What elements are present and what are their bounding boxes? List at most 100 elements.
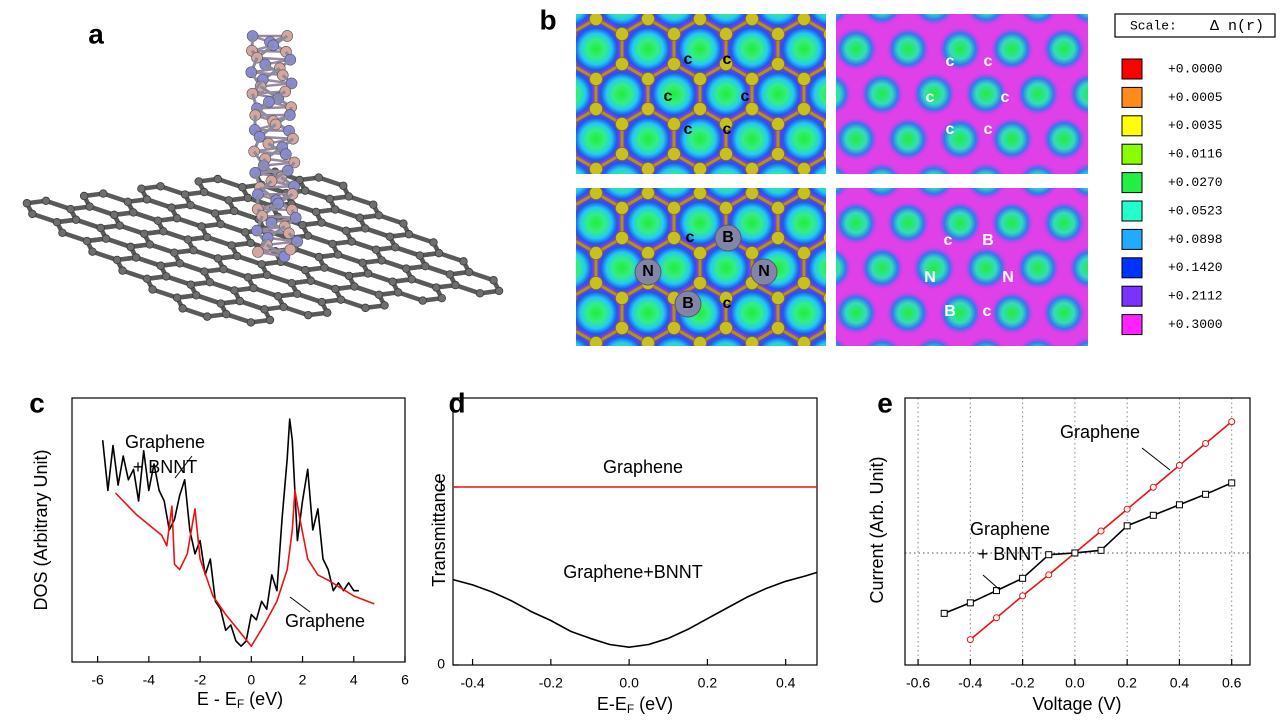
atom — [538, 253, 551, 266]
bond — [406, 231, 436, 245]
density-map — [518, 14, 826, 266]
bond — [147, 242, 177, 255]
scale-swatch — [1121, 314, 1143, 336]
bond — [518, 193, 544, 208]
density-blob — [721, 282, 783, 344]
atom — [719, 27, 733, 41]
atom — [156, 182, 165, 191]
series-line — [452, 571, 818, 648]
atom — [615, 321, 629, 335]
atom — [615, 147, 629, 161]
bond — [365, 271, 395, 284]
bond — [622, 373, 648, 388]
density-blob — [1042, 117, 1086, 161]
atom — [576, 30, 577, 38]
atom — [563, 238, 576, 251]
bond — [752, 373, 778, 388]
atom — [771, 321, 785, 335]
bond — [856, 373, 882, 388]
atom — [798, 427, 811, 440]
bond — [346, 194, 376, 207]
atom — [437, 293, 447, 303]
atom — [538, 187, 551, 200]
series-label: Graphene — [125, 432, 205, 452]
bond — [648, 418, 674, 433]
atom — [576, 120, 577, 128]
atom — [797, 188, 811, 200]
atom — [576, 294, 577, 302]
atom-label: c — [741, 88, 750, 105]
atom — [693, 246, 707, 260]
density-blob — [1018, 162, 1058, 174]
atom — [538, 163, 551, 176]
density-blob — [669, 372, 731, 434]
bond — [596, 373, 622, 388]
atom — [589, 336, 603, 346]
atom — [538, 103, 551, 116]
atom — [576, 150, 577, 158]
bond — [305, 233, 335, 247]
density-blob — [721, 108, 783, 170]
atom — [279, 302, 288, 312]
atom — [576, 204, 577, 212]
density-blob — [836, 246, 852, 290]
bond — [596, 373, 622, 388]
density-blob — [1070, 162, 1088, 174]
atom-label: c — [946, 121, 955, 138]
bond — [518, 199, 544, 214]
bond — [544, 238, 570, 253]
density-blob — [912, 72, 956, 116]
atom — [720, 382, 733, 395]
density-blob — [886, 117, 930, 161]
atom — [771, 412, 784, 425]
atom — [771, 231, 785, 245]
atom — [745, 188, 759, 200]
atom-label: c — [684, 51, 693, 68]
atom-label: c — [944, 232, 953, 249]
bond — [726, 373, 752, 388]
x-axis-label: E-EF (eV) — [597, 694, 673, 716]
series-label: Graphene+BNNT — [563, 562, 703, 582]
atom — [512, 382, 525, 395]
density-blob — [782, 381, 826, 425]
atom — [615, 117, 629, 131]
scale-label: +0.0035 — [1168, 118, 1223, 133]
bond — [518, 418, 544, 433]
atom — [314, 252, 324, 262]
atom — [538, 277, 551, 290]
atom — [148, 285, 157, 294]
density-blob — [644, 153, 704, 174]
label-leader — [289, 596, 311, 613]
x-axis-label-part: F — [627, 702, 634, 716]
atom — [719, 291, 733, 305]
hetero-atom — [714, 224, 742, 252]
atom — [720, 412, 733, 425]
label-leader — [982, 574, 1001, 591]
atom — [101, 234, 111, 243]
atom — [331, 284, 340, 294]
atom-label: N — [758, 263, 770, 280]
bond — [201, 189, 231, 203]
density-blob — [1042, 381, 1086, 425]
atom — [459, 257, 468, 266]
bond — [207, 279, 237, 293]
bond — [103, 236, 133, 250]
bond — [544, 154, 570, 169]
atom — [823, 412, 836, 425]
y-axis-label: DOS (Arbitrary Unit) — [31, 449, 51, 610]
x-tick-label: -0.4 — [958, 675, 982, 691]
atom — [667, 231, 681, 245]
x-tick-label: 0.4 — [776, 675, 796, 691]
atom — [344, 192, 353, 201]
atom — [341, 226, 351, 236]
atom — [538, 157, 551, 170]
bond — [804, 373, 830, 388]
bond — [338, 297, 368, 311]
bond — [544, 148, 570, 163]
bond — [544, 328, 570, 343]
atom-label: c — [946, 53, 955, 70]
density-blob — [825, 41, 826, 57]
atom — [110, 210, 119, 220]
density-blob — [836, 117, 878, 161]
atom-label: B — [944, 303, 956, 320]
